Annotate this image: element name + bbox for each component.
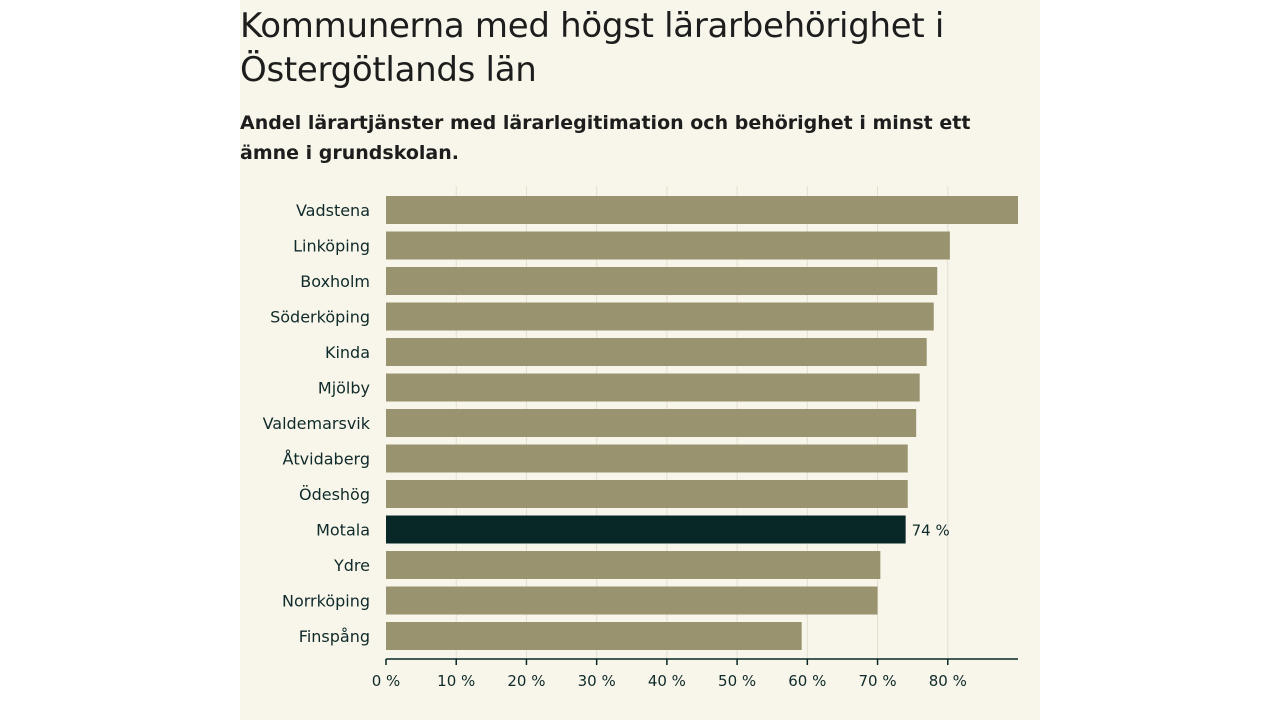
- x-tick-label: 80 %: [929, 672, 967, 690]
- category-label: Söderköping: [270, 308, 370, 327]
- category-label: Norrköping: [282, 592, 370, 611]
- bar-mjölby: [386, 373, 920, 402]
- bar-vadstena: [386, 196, 1018, 224]
- category-label: Valdemarsvik: [263, 414, 371, 433]
- category-label: Vadstena: [296, 201, 370, 220]
- category-label: Linköping: [293, 237, 370, 256]
- bar-chart: Vadstena Linköping Boxholm Söderköping Kinda…: [263, 186, 1018, 690]
- category-label: Motala: [316, 521, 370, 540]
- bar-ödeshög: [386, 480, 908, 508]
- bar-linköping: [386, 231, 950, 260]
- bar-boxholm: [386, 267, 938, 295]
- chart-title: Kommunerna med högst lärarbehörighet i Ö…: [240, 6, 945, 90]
- x-tick-label: 60 %: [788, 672, 826, 690]
- x-tick-label: 20 %: [507, 672, 545, 690]
- category-label: Åtvidaberg: [282, 450, 370, 469]
- category-label: Ödeshög: [299, 485, 370, 504]
- bar-valdemarsvik: [386, 409, 917, 437]
- x-tick-label: 30 %: [578, 672, 616, 690]
- category-label: Boxholm: [300, 272, 370, 291]
- x-tick-label: 10 %: [437, 672, 475, 690]
- bar-ydre: [386, 551, 881, 579]
- x-tick-label: 50 %: [718, 672, 756, 690]
- bar-norrköping: [386, 586, 878, 615]
- chart-subtitle: Andel lärartjänster med lärarlegitimatio…: [240, 112, 971, 164]
- category-label: Ydre: [333, 556, 370, 575]
- x-tick-label: 40 %: [648, 672, 686, 690]
- x-tick-label: 0 %: [372, 672, 401, 690]
- data-label-motala: 74 %: [912, 522, 950, 540]
- x-tick-label: 70 %: [859, 672, 897, 690]
- chart-card: Kommunerna med högst lärarbehörighet i Ö…: [240, 0, 1040, 720]
- bar-motala: [386, 515, 906, 544]
- bar-finspång: [386, 622, 802, 650]
- category-label: Kinda: [325, 343, 370, 362]
- category-label: Mjölby: [318, 379, 370, 398]
- bar-kinda: [386, 338, 927, 366]
- bar-åtvidaberg: [386, 444, 908, 473]
- category-label: Finspång: [299, 627, 370, 646]
- bar-söderköping: [386, 302, 934, 331]
